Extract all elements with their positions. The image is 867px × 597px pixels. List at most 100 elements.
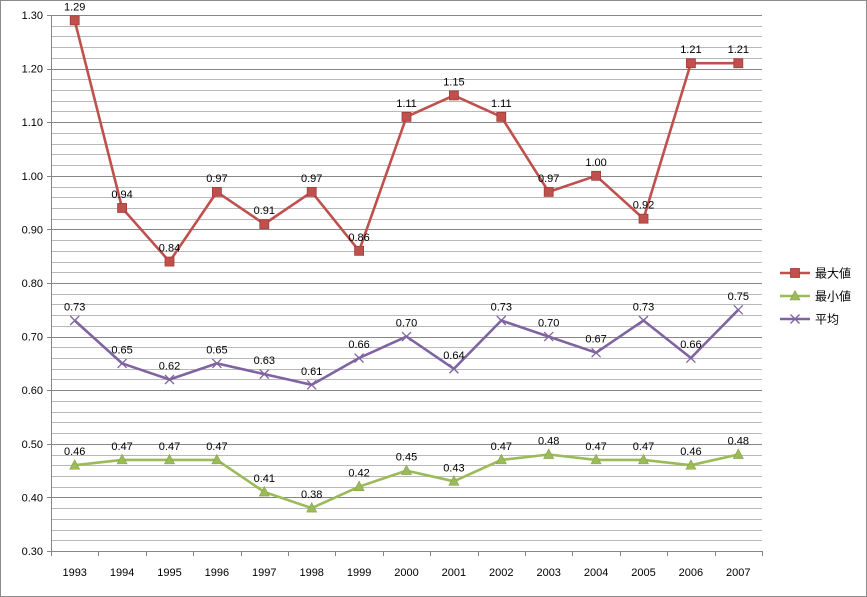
data-point-marker (401, 111, 412, 122)
data-point-marker (496, 315, 507, 326)
x-tick-label: 2007 (726, 567, 750, 579)
data-label: 0.63 (254, 355, 275, 367)
data-label: 0.97 (538, 173, 559, 185)
legend-label: 最大値 (815, 266, 851, 281)
legend-marker (790, 314, 800, 324)
data-point-marker (117, 358, 128, 369)
data-point-marker (638, 213, 649, 224)
data-label: 0.47 (111, 441, 132, 453)
data-labels: 1.29 0.94 0.84 0.97 0.91 0.97 0.86 1.11 1.15 1.11… (64, 1, 749, 501)
data-point-marker (590, 453, 602, 465)
x-tick-label: 2006 (679, 567, 703, 579)
data-label: 0.73 (633, 302, 654, 314)
data-point-marker (591, 347, 602, 358)
data-point-marker (685, 353, 696, 363)
data-point-marker (543, 448, 555, 459)
data-point-marker (259, 219, 270, 229)
data-point-marker (116, 453, 128, 465)
x-tick-label: 1993 (62, 567, 86, 579)
data-label: 0.45 (396, 452, 417, 464)
x-tick-label: 2003 (536, 567, 560, 579)
data-point-marker (448, 475, 460, 486)
data-label: 0.91 (254, 205, 275, 217)
data-point-marker (733, 58, 744, 69)
x-tick-label: 2004 (584, 567, 608, 579)
legend-marker (790, 268, 800, 278)
data-point-marker (258, 485, 270, 497)
data-label: 0.46 (680, 446, 701, 458)
data-label: 0.73 (491, 302, 512, 314)
data-label: 0.66 (680, 339, 701, 351)
data-point-marker (69, 459, 81, 470)
data-label: 0.97 (301, 173, 322, 185)
data-label: 1.29 (64, 1, 85, 13)
data-point-marker (164, 453, 175, 465)
series-lines (69, 15, 744, 513)
data-point-marker (495, 453, 507, 465)
data-label: 1.11 (396, 98, 417, 110)
axes (47, 15, 763, 556)
x-tick-label: 1997 (252, 567, 276, 579)
x-tick-label: 1996 (205, 567, 229, 579)
data-label: 0.75 (728, 291, 749, 303)
data-point-marker (353, 480, 365, 491)
data-point-marker (543, 331, 554, 342)
y-tick-label: 1.00 (22, 171, 43, 183)
data-label: 0.62 (159, 360, 180, 372)
x-tick-label: 1999 (347, 567, 371, 579)
data-point-marker (306, 379, 317, 390)
y-tick-label: 0.30 (22, 546, 43, 558)
y-tick-label: 0.50 (22, 439, 43, 451)
data-label: 0.70 (538, 318, 559, 330)
data-point-marker (591, 170, 601, 181)
data-label: 0.47 (206, 441, 227, 453)
data-point-marker (211, 186, 222, 197)
legend-label: 最小値 (815, 289, 851, 304)
x-tick-label: 2000 (394, 567, 418, 579)
data-label: 0.66 (348, 339, 369, 351)
y-tick-label: 1.10 (22, 117, 43, 129)
data-label: 0.61 (301, 366, 322, 378)
data-point-marker (638, 315, 649, 326)
data-label: 1.21 (728, 44, 749, 56)
x-tick-label: 1998 (299, 567, 323, 579)
data-label: 0.46 (64, 446, 85, 458)
data-label: 0.47 (633, 441, 654, 453)
data-point-marker (211, 453, 223, 465)
y-tick-label: 0.70 (22, 332, 43, 344)
y-tick-label: 1.30 (22, 10, 43, 22)
data-point-marker (354, 353, 365, 363)
data-label: 0.65 (111, 344, 132, 356)
legend-label: 平均 (815, 313, 839, 327)
data-label: 0.86 (348, 232, 369, 244)
y-tick-label: 0.60 (22, 385, 43, 397)
data-point-marker (306, 501, 318, 513)
series-line-1 (73, 20, 739, 263)
data-point-marker (69, 315, 80, 326)
data-label: 0.92 (633, 200, 654, 212)
data-point-marker (543, 186, 554, 197)
data-point-marker (733, 304, 744, 315)
y-tick-label: 0.80 (22, 278, 43, 290)
x-tick-label: 2001 (442, 567, 466, 579)
data-label: 0.47 (159, 441, 180, 453)
data-label: 0.70 (396, 318, 417, 330)
x-tick-label: 1994 (110, 567, 134, 579)
data-point-marker (448, 90, 459, 101)
data-label: 0.47 (491, 441, 512, 453)
data-point-marker (164, 374, 175, 385)
x-tick-label: 2005 (631, 567, 655, 579)
data-label: 0.97 (206, 173, 227, 185)
y-tick-label: 0.90 (22, 224, 43, 236)
y-tick-labels: 0.30 0.40 0.50 0.60 0.70 0.80 0.90 1.00 1.10 1.20… (22, 10, 43, 558)
data-point-marker (401, 464, 412, 475)
data-label: 0.42 (348, 468, 369, 480)
data-point-marker (685, 459, 697, 470)
data-label: 1.00 (585, 157, 606, 169)
data-point-marker (448, 363, 459, 374)
data-label: 1.21 (680, 44, 701, 56)
x-tick-label: 2002 (489, 567, 513, 579)
data-label: 0.94 (111, 189, 132, 201)
